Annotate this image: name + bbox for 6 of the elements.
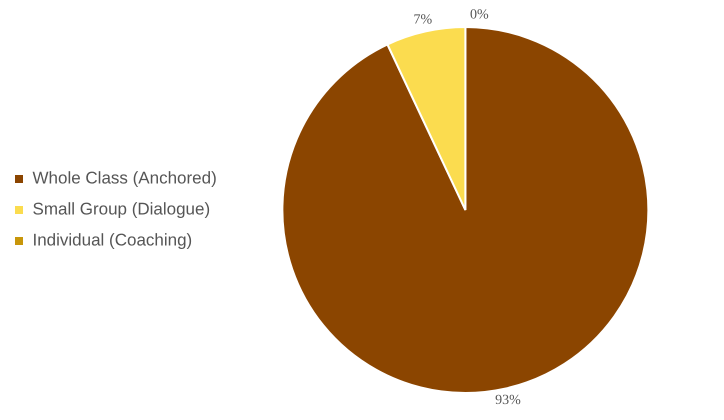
legend-label: Whole Class (Anchored)	[32, 168, 217, 188]
legend-label: Small Group (Dialogue)	[32, 200, 210, 219]
legend-label: Individual (Coaching)	[32, 230, 192, 250]
text: 0%	[470, 8, 489, 23]
data-label: 93%	[495, 392, 522, 408]
data-label: 7%	[413, 12, 432, 28]
